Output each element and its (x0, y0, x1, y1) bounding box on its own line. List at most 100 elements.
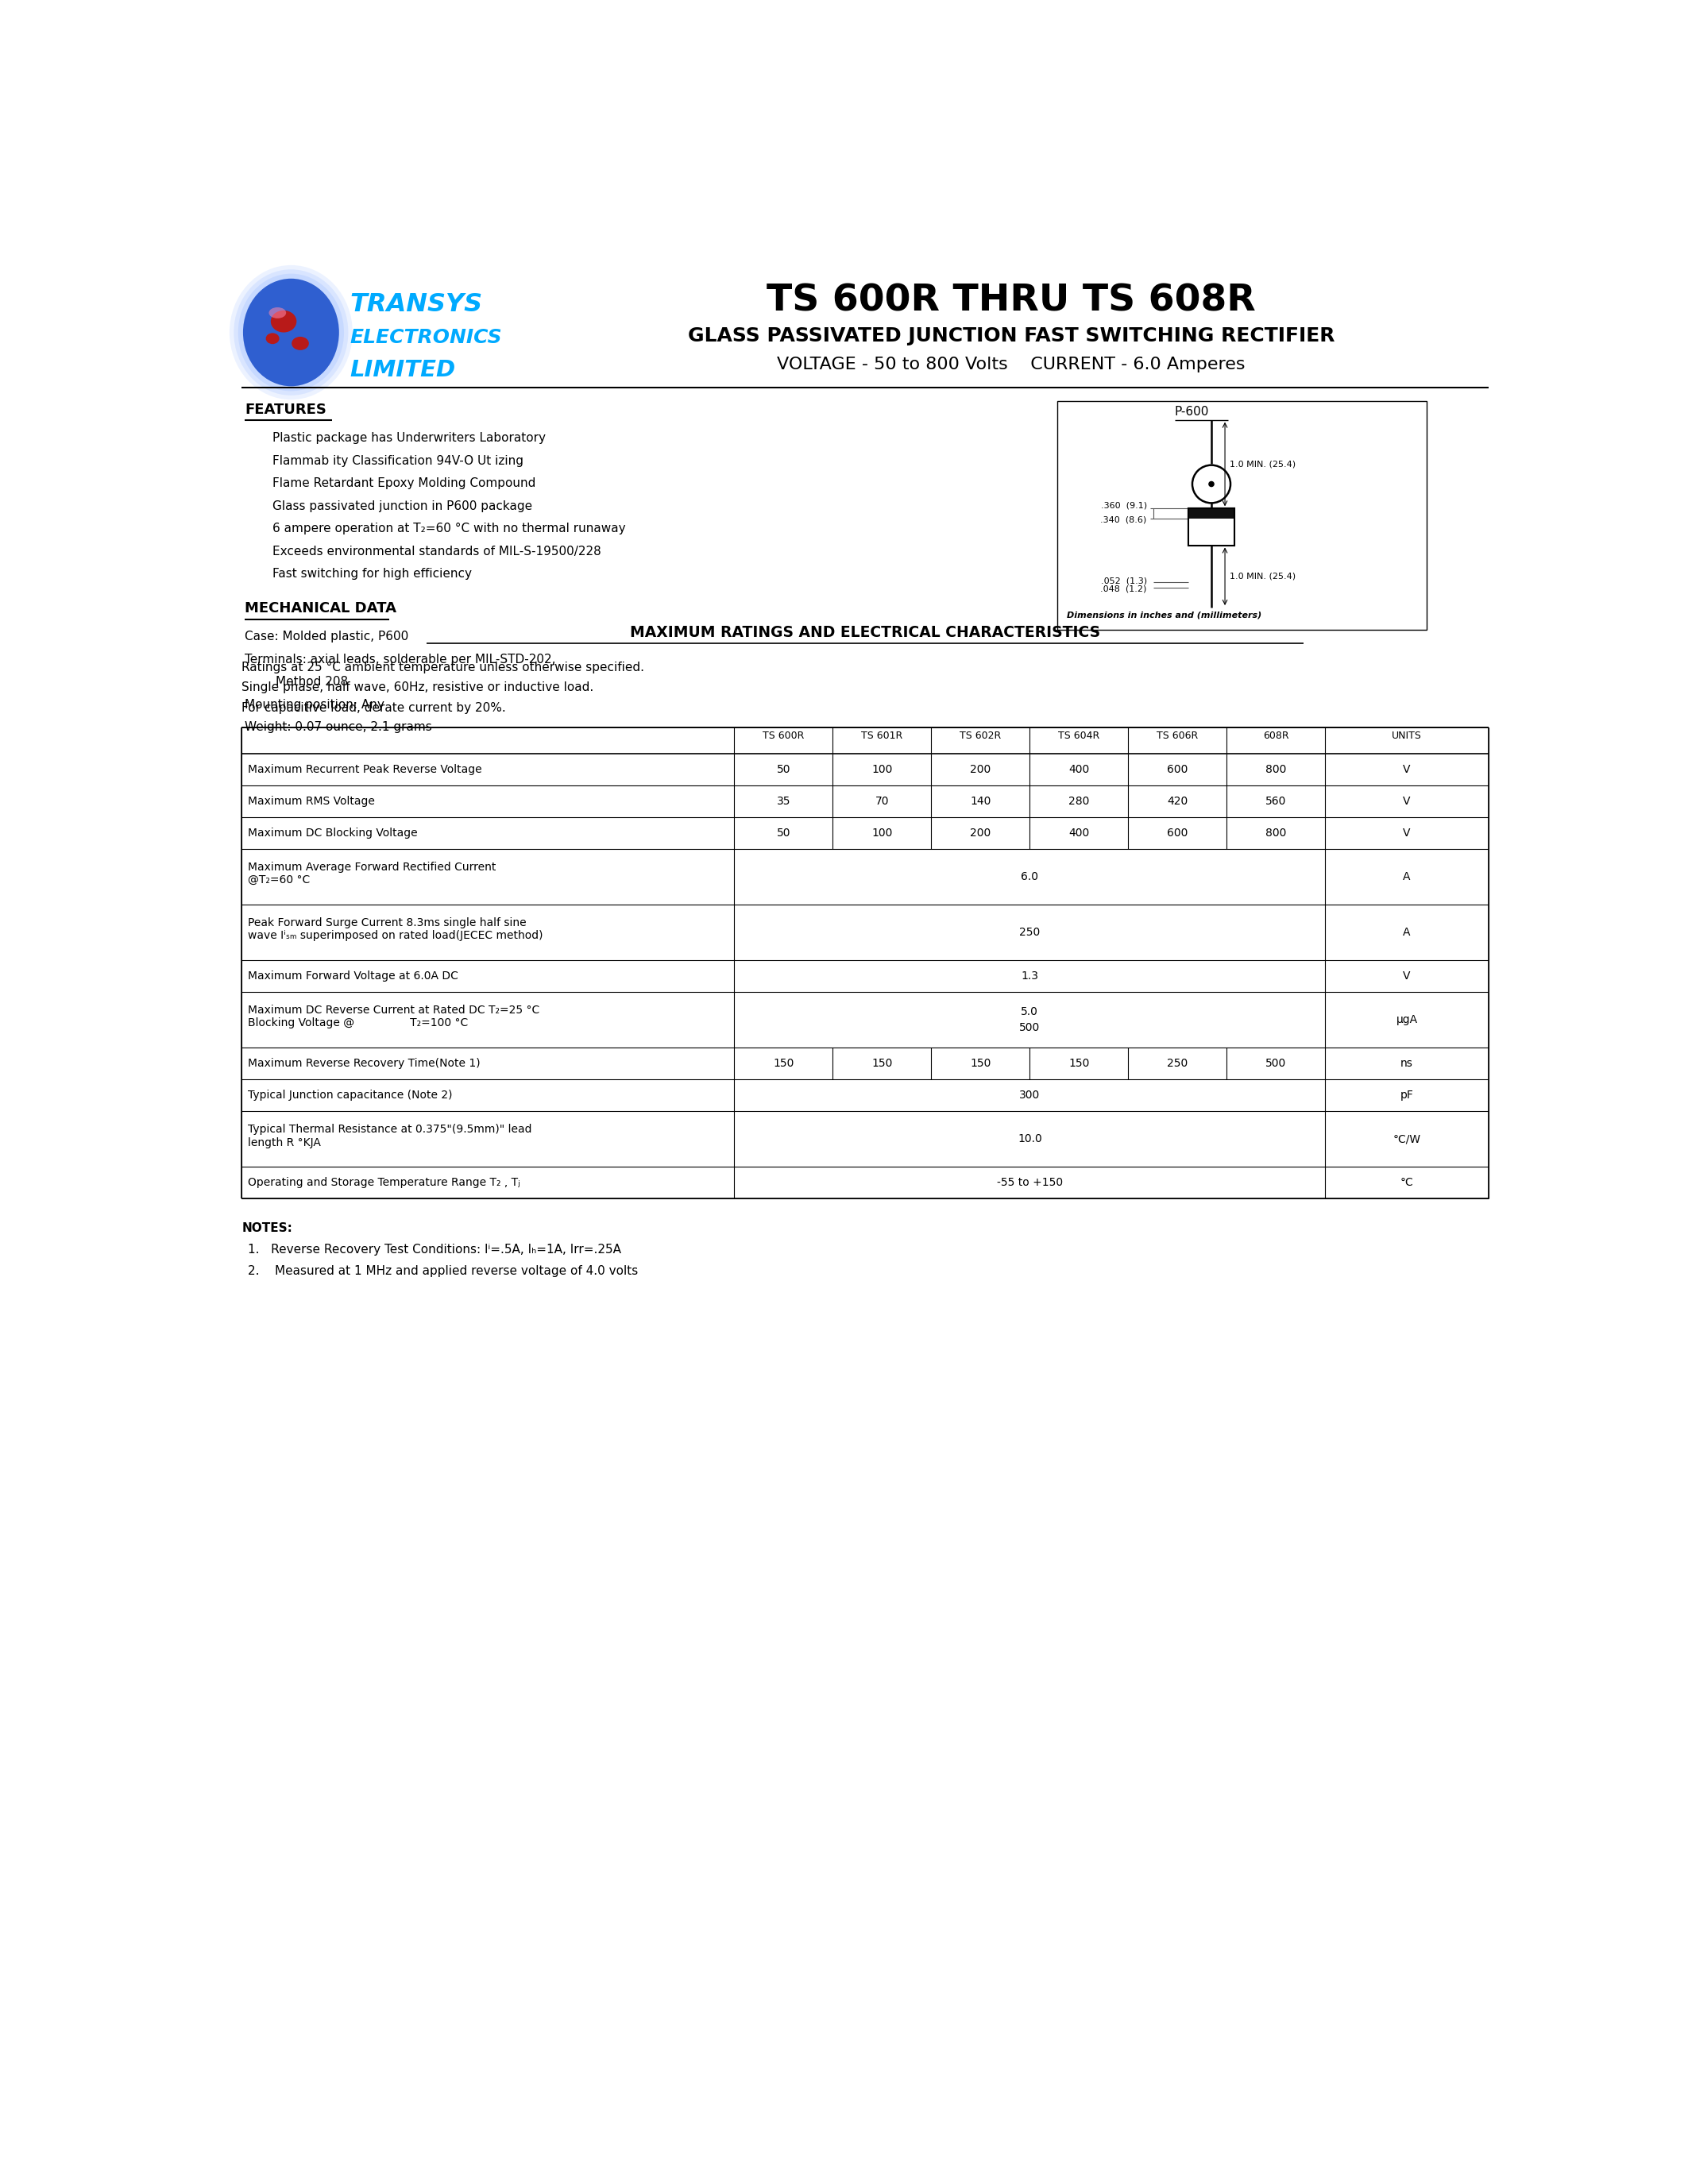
Text: Peak Forward Surge Current 8.3ms single half sine
wave Iⁱₛₘ superimposed on rate: Peak Forward Surge Current 8.3ms single … (248, 917, 544, 941)
Text: 560: 560 (1266, 795, 1286, 806)
Text: 200: 200 (971, 828, 991, 839)
Text: 400: 400 (1069, 764, 1089, 775)
Bar (1188, 520, 1234, 546)
Text: .052  (1.3): .052 (1.3) (1101, 577, 1146, 585)
Ellipse shape (230, 264, 353, 400)
Text: 50: 50 (776, 764, 790, 775)
Text: 150: 150 (871, 1057, 893, 1070)
Text: °C/W: °C/W (1393, 1133, 1421, 1144)
Text: Terminals: axial leads, solderable per MIL-STD-202,: Terminals: axial leads, solderable per M… (245, 653, 555, 666)
Ellipse shape (292, 336, 309, 349)
Text: FEATURES: FEATURES (245, 402, 326, 417)
Bar (1188, 509, 1234, 520)
Text: Maximum Forward Voltage at 6.0A DC: Maximum Forward Voltage at 6.0A DC (248, 970, 459, 981)
Text: 35: 35 (776, 795, 790, 806)
Text: 200: 200 (971, 764, 991, 775)
Text: Fast switching for high efficiency: Fast switching for high efficiency (272, 568, 473, 579)
Text: 70: 70 (874, 795, 890, 806)
Text: 2.    Measured at 1 MHz and applied reverse voltage of 4.0 volts: 2. Measured at 1 MHz and applied reverse… (248, 1265, 638, 1278)
Text: 5.0: 5.0 (1021, 1007, 1038, 1018)
Text: UNITS: UNITS (1393, 729, 1421, 740)
Text: Case: Molded plastic, P600: Case: Molded plastic, P600 (245, 631, 408, 642)
Text: TS 606R: TS 606R (1156, 729, 1198, 740)
Text: 140: 140 (971, 795, 991, 806)
Text: TRANSYS: TRANSYS (349, 293, 483, 317)
Text: Typical Thermal Resistance at 0.375"(9.5mm)" lead
length R °KJA: Typical Thermal Resistance at 0.375"(9.5… (248, 1125, 532, 1149)
Text: MECHANICAL DATA: MECHANICAL DATA (245, 601, 397, 616)
Text: TS 600R THRU TS 608R: TS 600R THRU TS 608R (766, 284, 1256, 319)
Text: 100: 100 (871, 764, 893, 775)
Text: Maximum DC Blocking Voltage: Maximum DC Blocking Voltage (248, 828, 417, 839)
Text: 10.0: 10.0 (1018, 1133, 1041, 1144)
Text: 1.   Reverse Recovery Test Conditions: Iⁱ=.5A, Iₕ=1A, Irr=.25A: 1. Reverse Recovery Test Conditions: Iⁱ=… (248, 1245, 621, 1256)
Text: Flame Retardant Epoxy Molding Compound: Flame Retardant Epoxy Molding Compound (272, 478, 535, 489)
Text: 400: 400 (1069, 828, 1089, 839)
Ellipse shape (270, 310, 297, 332)
Text: TS 602R: TS 602R (960, 729, 1001, 740)
Bar (1188, 509, 1234, 546)
Text: GLASS PASSIVATED JUNCTION FAST SWITCHING RECTIFIER: GLASS PASSIVATED JUNCTION FAST SWITCHING… (687, 325, 1335, 345)
Text: 300: 300 (1020, 1090, 1040, 1101)
Text: Maximum RMS Voltage: Maximum RMS Voltage (248, 795, 375, 806)
Ellipse shape (233, 269, 348, 395)
Text: Mounting position: Any: Mounting position: Any (245, 699, 385, 710)
Text: pF: pF (1399, 1090, 1413, 1101)
Circle shape (1209, 483, 1214, 487)
Text: Operating and Storage Temperature Range T₂ , Tⱼ: Operating and Storage Temperature Range … (248, 1177, 520, 1188)
Text: 800: 800 (1266, 828, 1286, 839)
Text: 6.0: 6.0 (1021, 871, 1038, 882)
Text: Maximum Recurrent Peak Reverse Voltage: Maximum Recurrent Peak Reverse Voltage (248, 764, 483, 775)
Text: Maximum Reverse Recovery Time(Note 1): Maximum Reverse Recovery Time(Note 1) (248, 1057, 481, 1070)
Text: 1.0 MIN. (25.4): 1.0 MIN. (25.4) (1231, 572, 1296, 581)
Text: Typical Junction capacitance (Note 2): Typical Junction capacitance (Note 2) (248, 1090, 452, 1101)
Text: 500: 500 (1266, 1057, 1286, 1070)
Ellipse shape (268, 308, 285, 319)
Text: 800: 800 (1266, 764, 1286, 775)
Text: Single phase, half wave, 60Hz, resistive or inductive load.: Single phase, half wave, 60Hz, resistive… (241, 681, 594, 695)
Text: 250: 250 (1166, 1057, 1188, 1070)
Text: Maximum DC Reverse Current at Rated DC T₂=25 °C
Blocking Voltage @              : Maximum DC Reverse Current at Rated DC T… (248, 1005, 540, 1029)
Bar (1188, 509, 1234, 546)
Text: Weight: 0.07 ounce, 2.1 grams: Weight: 0.07 ounce, 2.1 grams (245, 721, 432, 734)
Text: V: V (1403, 828, 1411, 839)
Ellipse shape (238, 273, 344, 391)
Text: 500: 500 (1020, 1022, 1040, 1033)
Text: 1.3: 1.3 (1021, 970, 1038, 981)
Ellipse shape (243, 280, 339, 387)
Text: ELECTRONICS: ELECTRONICS (349, 328, 501, 347)
Text: NOTES:: NOTES: (241, 1221, 292, 1234)
Text: 150: 150 (773, 1057, 793, 1070)
Text: MAXIMUM RATINGS AND ELECTRICAL CHARACTERISTICS: MAXIMUM RATINGS AND ELECTRICAL CHARACTER… (630, 625, 1101, 640)
Text: 250: 250 (1020, 926, 1040, 937)
Text: P-600: P-600 (1175, 406, 1209, 417)
Text: 1.0 MIN. (25.4): 1.0 MIN. (25.4) (1231, 461, 1296, 467)
Text: 150: 150 (971, 1057, 991, 1070)
Text: ns: ns (1401, 1057, 1413, 1070)
Text: Glass passivated junction in P600 package: Glass passivated junction in P600 packag… (272, 500, 532, 511)
Text: Exceeds environmental standards of MIL-S-19500/228: Exceeds environmental standards of MIL-S… (272, 546, 601, 557)
Text: .340  (8.6): .340 (8.6) (1101, 515, 1146, 524)
Text: Method 208: Method 208 (245, 677, 348, 688)
Text: A: A (1403, 926, 1411, 937)
Text: .048  (1.2): .048 (1.2) (1101, 585, 1146, 592)
Text: TS 600R: TS 600R (763, 729, 805, 740)
Text: V: V (1403, 970, 1411, 981)
Bar (1057, 402, 1426, 629)
Text: °C: °C (1401, 1177, 1413, 1188)
Text: 50: 50 (776, 828, 790, 839)
Text: Maximum Average Forward Rectified Current
@T₂=60 °C: Maximum Average Forward Rectified Curren… (248, 863, 496, 887)
Text: 280: 280 (1069, 795, 1089, 806)
Text: Ratings at 25 °C ambient temperature unless otherwise specified.: Ratings at 25 °C ambient temperature unl… (241, 662, 645, 673)
Text: V: V (1403, 795, 1411, 806)
Text: -55 to +150: -55 to +150 (996, 1177, 1063, 1188)
Text: Plastic package has Underwriters Laboratory: Plastic package has Underwriters Laborat… (272, 432, 545, 443)
Text: 600: 600 (1166, 828, 1188, 839)
Text: For capacitive load, derate current by 20%.: For capacitive load, derate current by 2… (241, 701, 506, 714)
Text: 608R: 608R (1263, 729, 1290, 740)
Text: .360  (9.1): .360 (9.1) (1101, 502, 1146, 509)
Text: TS 604R: TS 604R (1058, 729, 1101, 740)
Text: 600: 600 (1166, 764, 1188, 775)
Text: Flammab ity Classification 94V-O Ut izing: Flammab ity Classification 94V-O Ut izin… (272, 454, 523, 467)
Text: V: V (1403, 764, 1411, 775)
Text: VOLTAGE - 50 to 800 Volts    CURRENT - 6.0 Amperes: VOLTAGE - 50 to 800 Volts CURRENT - 6.0 … (776, 356, 1246, 373)
